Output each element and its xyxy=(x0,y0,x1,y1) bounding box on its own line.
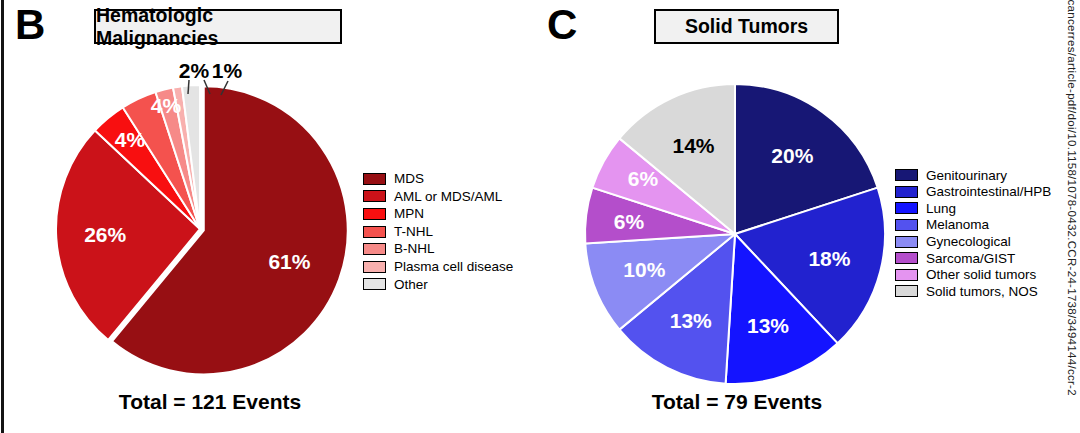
pie-label-t-nhl: 4% xyxy=(151,94,182,117)
legend-swatch-t-nhl xyxy=(363,226,386,238)
pie-label-other-solid-tumors: 6% xyxy=(628,167,659,190)
legend-label-genitourinary: Genitourinary xyxy=(926,169,1007,183)
legend-label-gastrointestinal-hpb: Gastrointestinal/HPB xyxy=(926,185,1051,199)
legend-label-lung: Lung xyxy=(926,202,956,216)
pie-label-gastrointestinal-hpb: 18% xyxy=(808,247,850,270)
pie-label-genitourinary: 20% xyxy=(771,144,813,167)
legend-item-other: Other xyxy=(363,276,513,294)
legend-swatch-plasma-cell-disease xyxy=(363,261,386,273)
legend-swatch-lung xyxy=(895,202,918,214)
legend-swatch-genitourinary xyxy=(895,169,918,181)
panel-b-total: Total = 121 Events xyxy=(60,390,360,414)
legend-label-solid-tumors-nos: Solid tumors, NOS xyxy=(926,285,1038,299)
legend-swatch-gynecological xyxy=(895,236,918,248)
legend-item-plasma-cell-disease: Plasma cell disease xyxy=(363,258,513,276)
legend-label-other: Other xyxy=(394,278,428,292)
legend-swatch-mds xyxy=(363,173,386,185)
pie-chart-solid-tumors: 20% 18% 13% 13% 10% 6% 6% 14% xyxy=(555,54,915,414)
pie-label-melanoma: 13% xyxy=(670,309,712,332)
side-url-text: incancerres/article-pdf/doi/10.1158/1078… xyxy=(1066,0,1078,396)
legend-swatch-other xyxy=(363,278,386,290)
legend-item-mds: MDS xyxy=(363,170,513,188)
label-leader-tick xyxy=(188,80,189,94)
legend-label-sarcoma-gist: Sarcoma/GIST xyxy=(926,252,1015,266)
pie-label-mds: 61% xyxy=(268,250,310,273)
legend-label-melanoma: Melanoma xyxy=(926,218,989,232)
pie-label-b-nhl: 2% xyxy=(179,59,210,82)
panel-b-title-box: Hematologic Malignancies xyxy=(94,9,342,44)
legend-swatch-gastrointestinal-hpb xyxy=(895,186,918,198)
legend-item-t-nhl: T-NHL xyxy=(363,223,513,241)
legend-swatch-b-nhl xyxy=(363,243,386,255)
legend-label-b-nhl: B-NHL xyxy=(394,242,435,256)
legend-item-gastrointestinal-hpb: Gastrointestinal/HPB xyxy=(895,184,1051,201)
legend-item-sarcoma-gist: Sarcoma/GIST xyxy=(895,250,1051,267)
pie-label-gynecological: 10% xyxy=(623,258,665,281)
pie-label-aml-or-mds-aml: 26% xyxy=(84,223,126,246)
legend-label-aml-or-mds-aml: AML or MDS/AML xyxy=(394,190,502,204)
panel-c-letter: C xyxy=(547,4,577,46)
legend-solid-tumors: Genitourinary Gastrointestinal/HPB Lung Mel… xyxy=(895,167,1051,300)
legend-label-t-nhl: T-NHL xyxy=(394,225,433,239)
legend-item-gynecological: Gynecological xyxy=(895,233,1051,250)
legend-label-plasma-cell-disease: Plasma cell disease xyxy=(394,260,513,274)
figure-left-border xyxy=(1,0,4,433)
pie-label-mpn: 4% xyxy=(115,128,146,151)
panel-b-title: Hematologic Malignancies xyxy=(96,4,340,50)
legend-item-genitourinary: Genitourinary xyxy=(895,167,1051,184)
legend-swatch-other-solid-tumors xyxy=(895,269,918,281)
legend-label-mds: MDS xyxy=(394,172,424,186)
legend-item-mpn: MPN xyxy=(363,205,513,223)
legend-item-lung: Lung xyxy=(895,200,1051,217)
legend-item-b-nhl: B-NHL xyxy=(363,240,513,258)
legend-hematologic-malignancies: MDS AML or MDS/AML MPN T-NHL B-NHL Plasma cel… xyxy=(363,170,513,293)
pie-label-solid-tumors-nos: 14% xyxy=(672,134,714,157)
legend-swatch-aml-or-mds-aml xyxy=(363,190,386,202)
pie-chart-hematologic-malignancies: 61% 26% 4%4% 2%1% xyxy=(20,49,380,409)
panel-b-letter: B xyxy=(15,4,45,46)
legend-swatch-melanoma xyxy=(895,219,918,231)
legend-item-solid-tumors-nos: Solid tumors, NOS xyxy=(895,283,1051,300)
panel-c-title-box: Solid Tumors xyxy=(654,9,839,44)
legend-item-melanoma: Melanoma xyxy=(895,217,1051,234)
legend-item-aml-or-mds-aml: AML or MDS/AML xyxy=(363,188,513,206)
legend-swatch-mpn xyxy=(363,208,386,220)
legend-item-other-solid-tumors: Other solid tumors xyxy=(895,267,1051,284)
legend-swatch-solid-tumors-nos xyxy=(895,285,918,297)
legend-swatch-sarcoma-gist xyxy=(895,252,918,264)
pie-label-plasma-cell-disease: 1% xyxy=(212,59,243,82)
panel-c-title: Solid Tumors xyxy=(685,15,808,38)
legend-label-mpn: MPN xyxy=(394,207,424,221)
legend-label-gynecological: Gynecological xyxy=(926,235,1011,249)
legend-label-other-solid-tumors: Other solid tumors xyxy=(926,268,1036,282)
pie-label-lung: 13% xyxy=(747,314,789,337)
pie-label-sarcoma-gist: 6% xyxy=(614,210,645,233)
panel-c-total: Total = 79 Events xyxy=(587,390,887,414)
